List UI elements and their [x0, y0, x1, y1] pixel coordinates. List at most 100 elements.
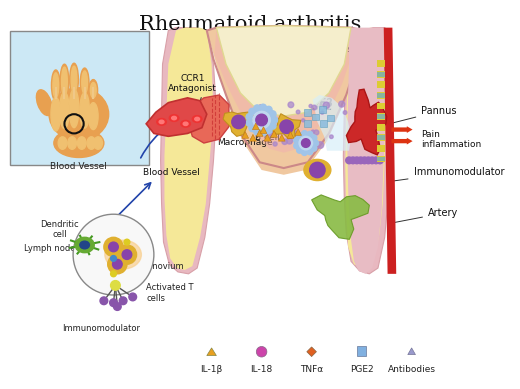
Ellipse shape — [58, 137, 67, 149]
Text: Immunomodulator: Immunomodulator — [392, 167, 504, 181]
Circle shape — [124, 239, 130, 245]
Text: Artery: Artery — [395, 208, 458, 223]
Circle shape — [122, 250, 132, 259]
Text: Pain
inflammation: Pain inflammation — [421, 130, 482, 149]
Circle shape — [129, 293, 137, 301]
Circle shape — [296, 147, 303, 153]
Polygon shape — [271, 114, 301, 139]
Circle shape — [321, 111, 324, 114]
Polygon shape — [164, 28, 214, 270]
Ellipse shape — [80, 241, 89, 249]
Circle shape — [369, 157, 375, 164]
Ellipse shape — [75, 237, 94, 253]
Circle shape — [307, 149, 313, 155]
Ellipse shape — [170, 115, 179, 121]
Circle shape — [112, 259, 122, 269]
Ellipse shape — [80, 93, 89, 128]
Circle shape — [287, 131, 292, 136]
Circle shape — [255, 108, 261, 114]
Ellipse shape — [192, 116, 202, 123]
Polygon shape — [311, 195, 369, 239]
Circle shape — [311, 145, 317, 151]
Bar — [377, 156, 385, 162]
Text: PGE2: PGE2 — [305, 98, 333, 108]
Circle shape — [302, 119, 305, 122]
Circle shape — [302, 131, 307, 137]
Circle shape — [249, 108, 256, 115]
FancyArrow shape — [392, 126, 412, 133]
Bar — [377, 103, 385, 109]
Polygon shape — [223, 112, 254, 137]
Bar — [377, 145, 385, 152]
Circle shape — [294, 137, 300, 143]
Circle shape — [249, 125, 256, 131]
Circle shape — [273, 142, 277, 146]
Polygon shape — [214, 26, 352, 152]
Circle shape — [113, 303, 121, 310]
Text: Synovium: Synovium — [142, 262, 184, 271]
Ellipse shape — [53, 73, 59, 98]
Ellipse shape — [80, 68, 89, 97]
Circle shape — [109, 242, 118, 252]
Ellipse shape — [71, 66, 77, 93]
Circle shape — [111, 271, 116, 277]
Circle shape — [246, 119, 253, 126]
Circle shape — [280, 120, 293, 133]
Circle shape — [256, 114, 267, 126]
Bar — [377, 82, 385, 88]
Polygon shape — [346, 89, 387, 155]
Polygon shape — [313, 95, 351, 151]
Polygon shape — [242, 131, 249, 138]
Ellipse shape — [77, 137, 86, 149]
Text: Immunomodulator: Immunomodulator — [62, 324, 140, 333]
Circle shape — [346, 157, 353, 164]
Circle shape — [310, 137, 313, 140]
Polygon shape — [307, 347, 316, 357]
Circle shape — [373, 157, 380, 164]
Text: Blood Vessel: Blood Vessel — [50, 162, 107, 171]
Bar — [312, 114, 319, 121]
Circle shape — [354, 157, 360, 164]
Polygon shape — [343, 28, 392, 274]
Bar — [377, 114, 385, 119]
FancyBboxPatch shape — [9, 30, 149, 165]
Circle shape — [282, 139, 288, 144]
Ellipse shape — [181, 121, 190, 127]
Polygon shape — [207, 26, 363, 175]
Text: Cartilage: Cartilage — [260, 59, 307, 69]
Circle shape — [104, 237, 123, 256]
Polygon shape — [295, 129, 302, 135]
Ellipse shape — [172, 116, 176, 120]
Circle shape — [343, 111, 347, 114]
Polygon shape — [216, 26, 351, 116]
Text: IL-18: IL-18 — [251, 365, 272, 374]
Circle shape — [259, 105, 263, 109]
Bar — [377, 93, 385, 98]
Circle shape — [296, 133, 303, 138]
Circle shape — [296, 110, 300, 114]
Text: Blood Vessel: Blood Vessel — [143, 168, 200, 177]
Circle shape — [119, 297, 127, 305]
Circle shape — [365, 157, 372, 164]
Circle shape — [313, 140, 318, 146]
Bar — [357, 346, 367, 356]
Circle shape — [376, 157, 383, 164]
Bar — [377, 92, 385, 99]
Polygon shape — [188, 95, 229, 143]
Circle shape — [282, 129, 288, 135]
Ellipse shape — [87, 137, 96, 149]
FancyArrow shape — [392, 138, 412, 144]
Text: Dendritic
cell: Dendritic cell — [41, 220, 79, 239]
Ellipse shape — [157, 119, 166, 125]
Circle shape — [293, 131, 298, 136]
Polygon shape — [264, 134, 271, 141]
Ellipse shape — [105, 240, 141, 269]
Ellipse shape — [68, 137, 76, 149]
Circle shape — [349, 157, 356, 164]
Circle shape — [288, 102, 294, 108]
Circle shape — [265, 127, 272, 133]
Circle shape — [259, 129, 266, 136]
Circle shape — [254, 105, 261, 112]
Circle shape — [232, 115, 245, 129]
Polygon shape — [252, 123, 259, 130]
